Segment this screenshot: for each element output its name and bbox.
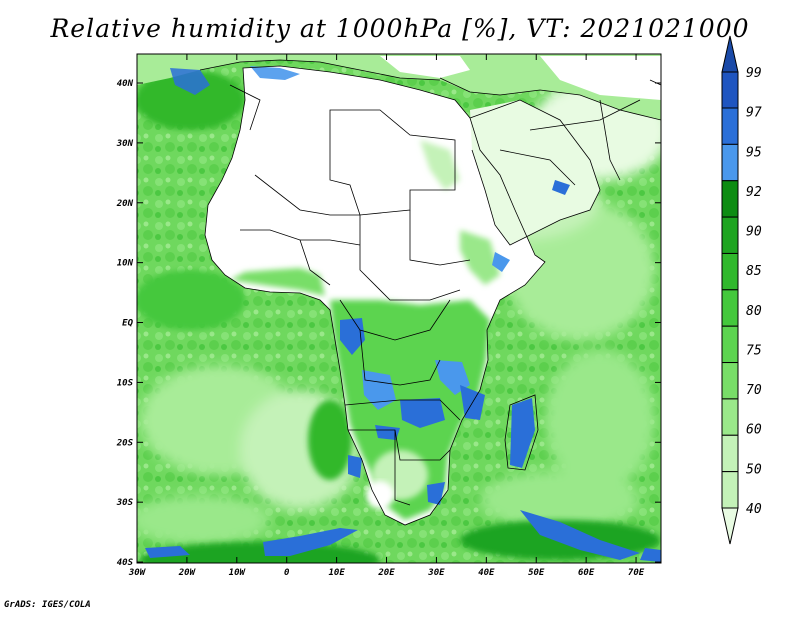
lat-tick-label: 20S [116, 438, 134, 448]
grads-credit: GrADS: IGES/COLA [4, 600, 91, 610]
lat-tick-label: 20N [116, 199, 134, 209]
colorbar-level-label: 75 [746, 343, 762, 358]
map-title: Relative humidity at 1000hPa [%], VT: 20… [50, 14, 750, 43]
longitude-axis: 30W 20W 10W 0 10E 20E 30E 40E 50E 60E 70E [128, 54, 645, 578]
lat-tick-label: 10N [117, 259, 134, 269]
colorbar: 99 97 95 92 90 85 80 75 70 60 50 40 [721, 35, 762, 545]
colorbar-segment [721, 434, 739, 473]
colorbar-segment [721, 107, 739, 145]
lon-tick-label: 0 [284, 568, 290, 578]
lat-tick-label: 40S [117, 558, 134, 568]
lat-tick-label: EQ [122, 319, 133, 329]
colorbar-bottom-arrow [721, 507, 739, 545]
lon-tick-label: 30W [128, 568, 147, 578]
colorbar-segment [721, 216, 739, 254]
colorbar-segment [721, 398, 739, 436]
colorbar-segment [721, 471, 739, 509]
colorbar-segment [721, 180, 739, 218]
colorbar-segment [721, 325, 739, 364]
colorbar-segment [721, 362, 739, 400]
lat-tick-label: 30S [116, 498, 134, 508]
colorbar-level-label: 95 [746, 145, 762, 160]
colorbar-top-arrow [721, 35, 739, 73]
colorbar-segment [721, 71, 739, 109]
arabia-landmass [470, 100, 600, 245]
lon-tick-label: 50E [528, 568, 545, 578]
lon-tick-label: 30E [427, 568, 445, 578]
country-borders [199, 59, 661, 526]
colorbar-level-label: 40 [746, 502, 762, 517]
lon-tick-label: 20E [377, 568, 395, 578]
asia-dry-area [540, 56, 661, 100]
colorbar-level-label: 80 [746, 304, 762, 319]
colorbar-level-label: 60 [746, 423, 762, 438]
colorbar-level-label: 92 [746, 185, 762, 200]
colorbar-level-label: 90 [746, 225, 762, 240]
map-frame [136, 53, 662, 564]
colorbar-segment [721, 143, 739, 182]
lat-tick-label: 10S [117, 378, 134, 388]
madagascar-outline [504, 394, 539, 471]
latitude-axis: 40N 30N 20N 10N EQ 10S 20S 30S 40S [116, 79, 661, 568]
lon-tick-label: 10E [328, 568, 345, 578]
lat-tick-label: 30N [116, 139, 134, 149]
europe-dry-area [380, 56, 470, 78]
saturated-zones [145, 66, 661, 562]
colorbar-segment [721, 289, 739, 327]
colorbar-level-label: 70 [746, 383, 762, 398]
north-landmass [137, 54, 661, 120]
colorbar-segment [721, 252, 739, 291]
lon-tick-label: 60E [578, 568, 595, 578]
lon-tick-label: 70E [628, 568, 645, 578]
lon-tick-label: 20W [178, 568, 197, 578]
namib-dry-area [366, 481, 394, 509]
humidity-field [137, 54, 661, 563]
colorbar-level-label: 97 [746, 106, 762, 121]
lon-tick-label: 40E [478, 568, 495, 578]
lon-tick-label: 10W [229, 568, 247, 578]
colorbar-level-label: 85 [746, 264, 762, 279]
lat-tick-label: 40N [117, 79, 134, 89]
colorbar-level-label: 50 [746, 462, 762, 477]
colorbar-level-label: 99 [746, 66, 762, 81]
